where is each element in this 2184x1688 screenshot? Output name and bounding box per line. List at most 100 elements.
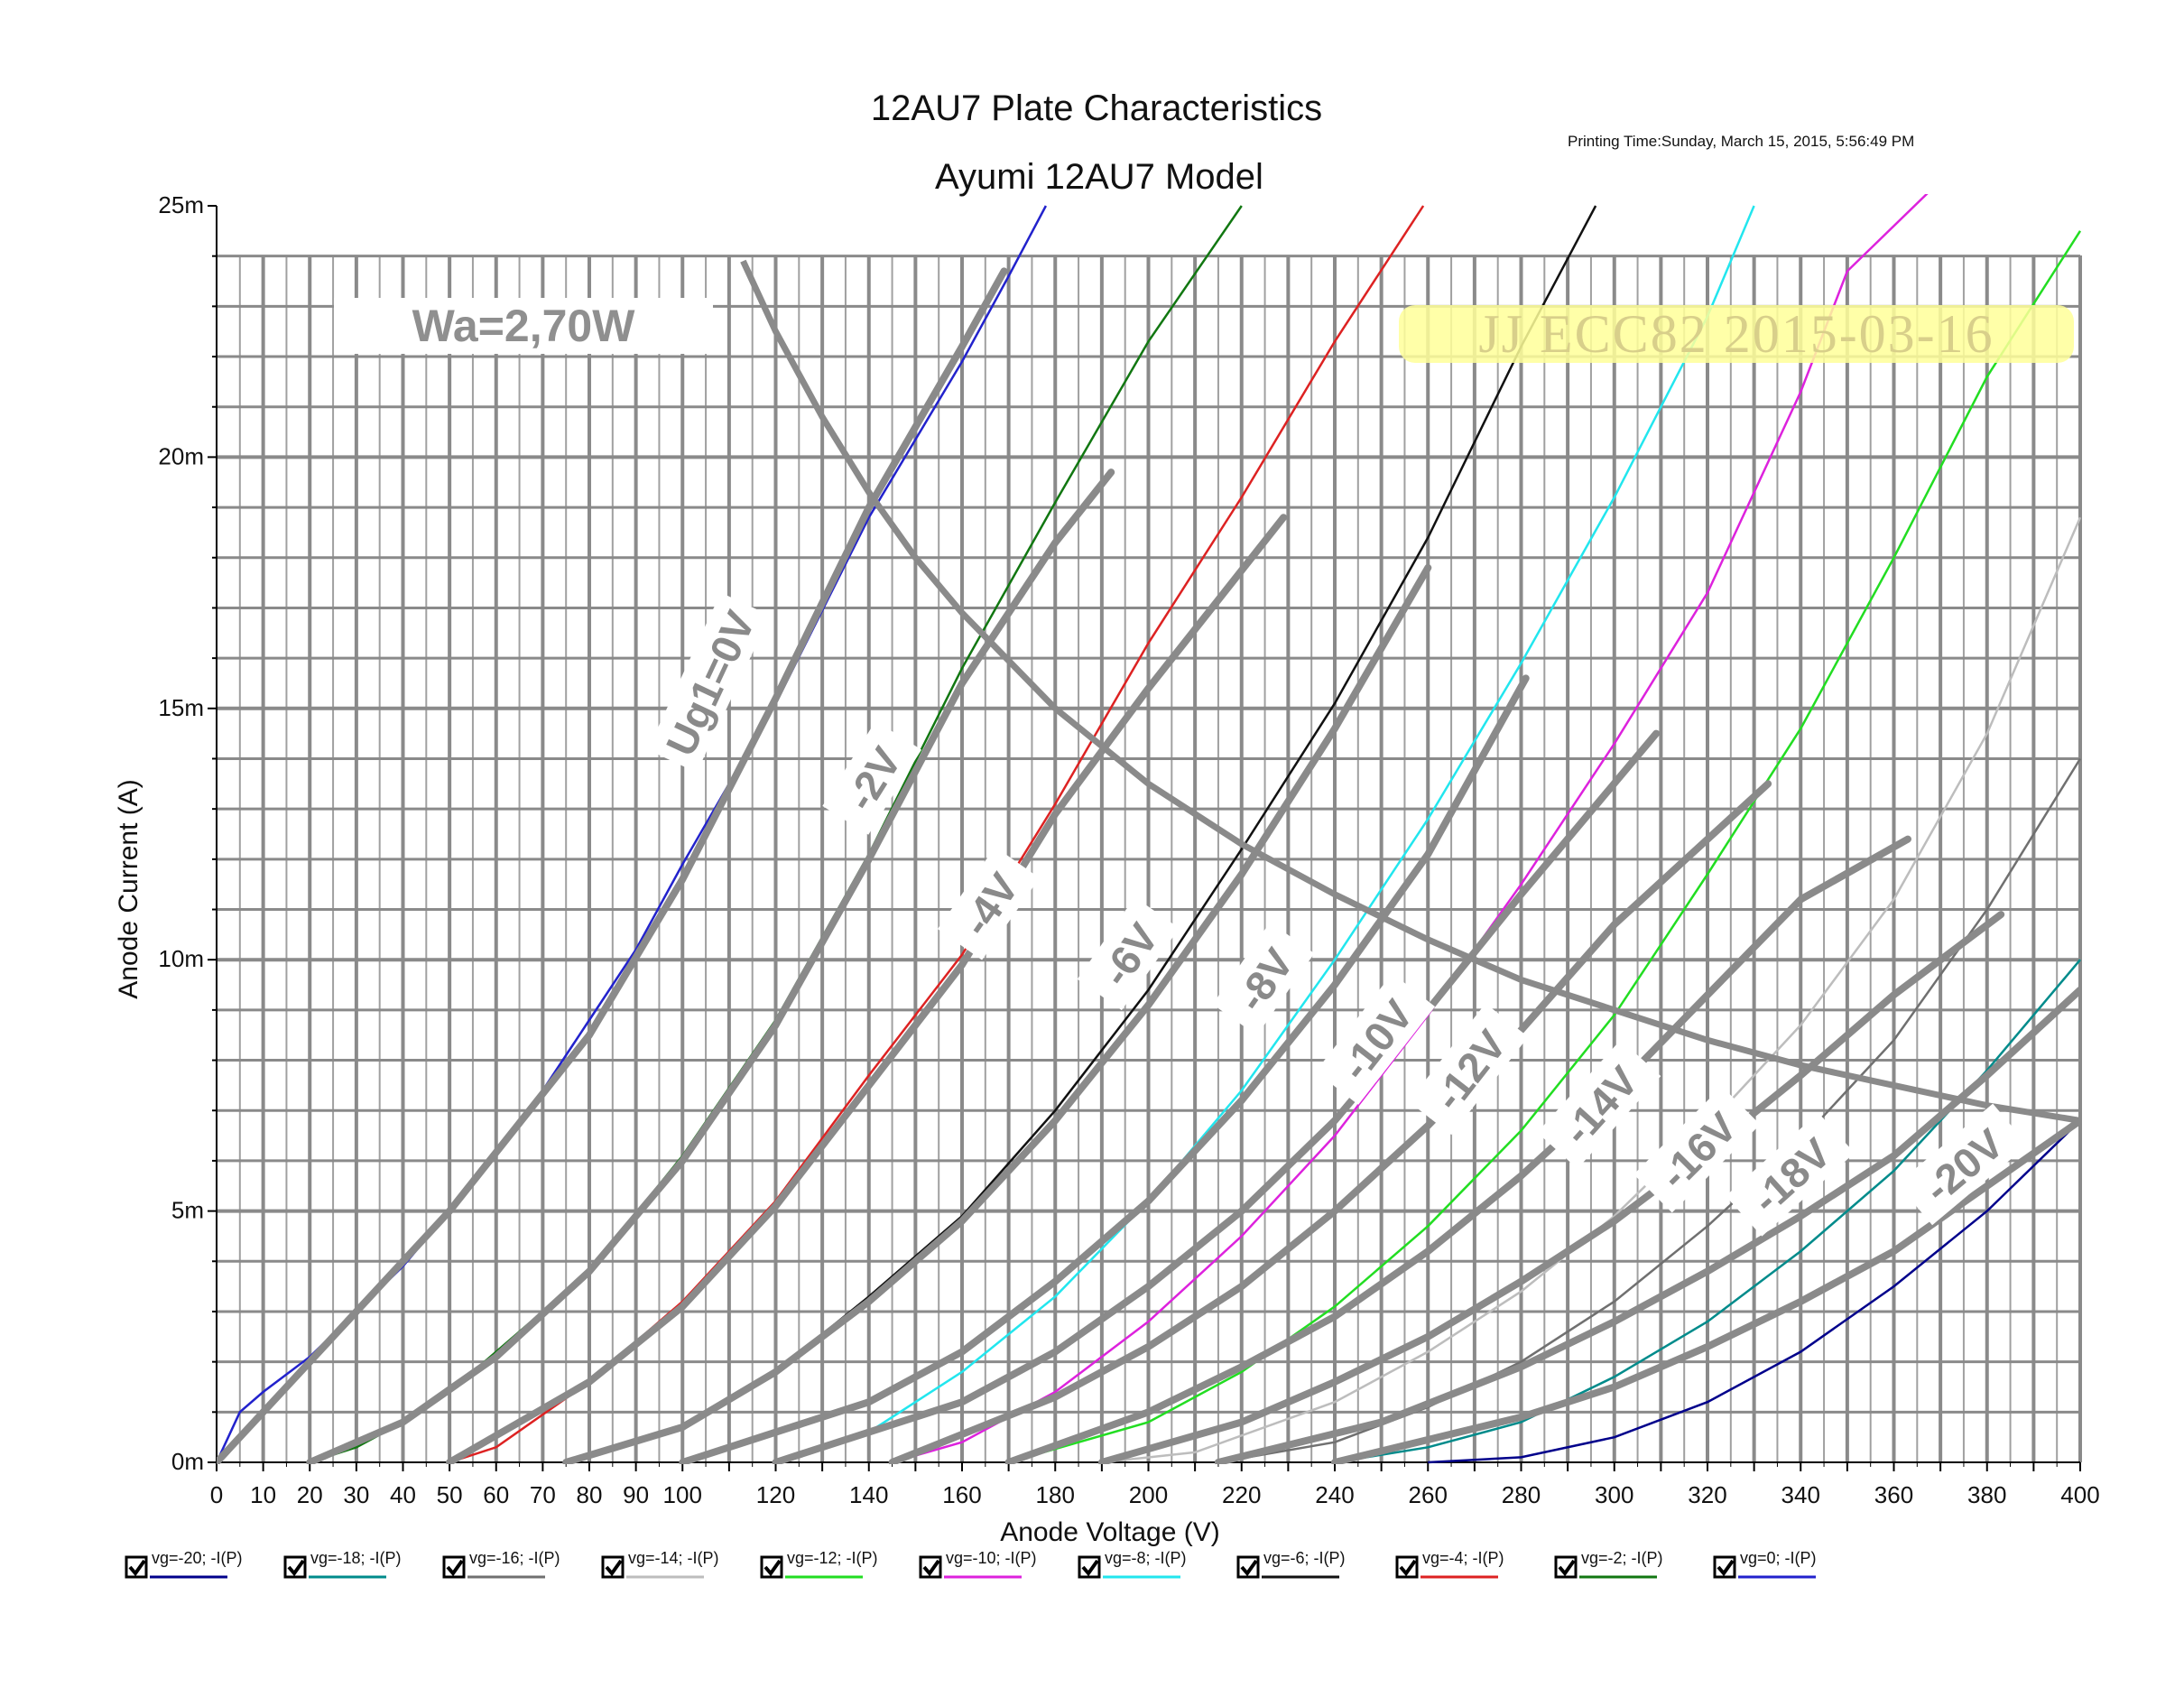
annotation-layer: Ug1=0V-2V-4V-6V -8V-10V -12V -14V -16V-18V -2… xyxy=(334,298,2074,1237)
y-axis-label: Anode Current (A) xyxy=(114,779,143,998)
legend-label: vg=-6; -I(P) xyxy=(1263,1549,1346,1567)
legend-item[interactable]: vg=-2; -I(P) xyxy=(1554,1549,1663,1579)
power-dissipation-curve xyxy=(740,259,2081,1124)
legend-label: vg=-2; -I(P) xyxy=(1581,1549,1663,1567)
legend-label: vg=-4; -I(P) xyxy=(1422,1549,1504,1567)
legend-label: vg=-8; -I(P) xyxy=(1105,1549,1187,1567)
legend-item[interactable]: vg=-4; -I(P) xyxy=(1395,1549,1504,1579)
checkmark-icon xyxy=(287,1559,305,1577)
checkmark-icon xyxy=(605,1559,623,1577)
x-tick-label: 180 xyxy=(1036,1481,1075,1508)
y-tick-label: 0m xyxy=(171,1448,204,1475)
y-tick-label: 5m xyxy=(171,1197,204,1224)
series-line xyxy=(775,205,1755,1464)
overlay-curve xyxy=(306,468,1115,1464)
curve-label-bg xyxy=(1212,922,1315,1036)
x-tick-label: 70 xyxy=(530,1481,556,1508)
checkmark-icon xyxy=(1717,1559,1735,1577)
overlay-curve xyxy=(1331,1117,2082,1464)
overlay-curve xyxy=(1004,835,1911,1464)
stamp-text: JJ ECC82 2015-03-16 xyxy=(1478,304,1994,364)
legend-item[interactable]: vg=-10; -I(P) xyxy=(919,1549,1037,1579)
x-tick-label: 260 xyxy=(1409,1481,1448,1508)
legend-label: vg=-10; -I(P) xyxy=(946,1549,1037,1567)
curve-label-bg xyxy=(1315,973,1436,1105)
printing-time: Printing Time:Sunday, March 15, 2015, 5:… xyxy=(1568,133,1914,150)
checkmark-icon xyxy=(1558,1559,1576,1577)
overlay-curve xyxy=(1214,986,2082,1464)
x-axis-label: Anode Voltage (V) xyxy=(1000,1517,1220,1547)
x-tick-label: 80 xyxy=(577,1481,603,1508)
curve-label-bg xyxy=(1537,1040,1661,1169)
curve-label-bg xyxy=(1897,1103,2028,1226)
curve-label-bg xyxy=(937,847,1040,960)
x-tick-label: 240 xyxy=(1315,1481,1354,1508)
legend: vg=-20; -I(P) vg=-18; -I(P) vg=-16; -I(P) v… xyxy=(125,1549,1817,1579)
overlay-curve xyxy=(772,729,1661,1464)
checkmark-icon xyxy=(763,1559,782,1577)
y-tick-label: 10m xyxy=(158,945,204,972)
legend-item[interactable]: vg=-16; -I(P) xyxy=(442,1549,560,1579)
overlay-layer xyxy=(217,259,2082,1464)
stamp-bg xyxy=(1399,305,2074,363)
legend-label: vg=-16; -I(P) xyxy=(469,1549,560,1567)
legend-item[interactable]: vg=-8; -I(P) xyxy=(1078,1549,1187,1579)
x-tick-label: 140 xyxy=(849,1481,888,1508)
x-tick-label: 300 xyxy=(1595,1481,1633,1508)
checkmark-icon xyxy=(922,1559,940,1577)
x-tick-label: 200 xyxy=(1129,1481,1168,1508)
curve-label-bg xyxy=(1077,896,1180,1011)
legend-item[interactable]: vg=-18; -I(P) xyxy=(283,1549,402,1579)
overlay-curve xyxy=(562,563,1432,1464)
x-tick-label: 30 xyxy=(343,1481,369,1508)
power-label-bg xyxy=(334,298,713,354)
curve-label-group: -6V xyxy=(1077,896,1180,1011)
checkmark-icon xyxy=(1240,1559,1258,1577)
curve-label-bg xyxy=(1633,1086,1761,1213)
legend-label: vg=0; -I(P) xyxy=(1740,1549,1817,1567)
curve-label-bg xyxy=(1726,1112,1855,1237)
series-line xyxy=(1008,230,2082,1464)
curve-label-bg xyxy=(647,592,771,773)
y-tick-label: 20m xyxy=(158,442,204,469)
chart-subtitle: Ayumi 12AU7 Model xyxy=(935,157,1263,197)
x-tick-label: 60 xyxy=(483,1481,509,1508)
series-line xyxy=(217,205,1048,1463)
overlay-curve xyxy=(1097,911,2005,1464)
x-tick-label: 340 xyxy=(1781,1481,1820,1508)
legend-label: vg=-18; -I(P) xyxy=(310,1549,402,1567)
overlay-curve xyxy=(888,780,1772,1464)
legend-item[interactable]: vg=-20; -I(P) xyxy=(125,1549,243,1579)
overlay-curve xyxy=(679,674,1530,1464)
x-tick-label: 380 xyxy=(1967,1481,2006,1508)
x-tick-label: 220 xyxy=(1222,1481,1261,1508)
axes-layer: 0 10 20 30 40 50 60 70 80 90 100 120 140 160 180 200 220… xyxy=(158,191,2099,1508)
power-label: Wa=2,70W xyxy=(412,301,636,351)
legend-item[interactable]: vg=-14; -I(P) xyxy=(601,1549,719,1579)
checkmark-icon xyxy=(1399,1559,1417,1577)
curve-label-bg xyxy=(1409,1003,1529,1136)
series-line xyxy=(1428,1119,2081,1464)
x-tick-label: 160 xyxy=(942,1481,981,1508)
y-tick-label: 25m xyxy=(158,191,204,218)
curve-label-bg xyxy=(822,720,922,835)
x-tick-label: 320 xyxy=(1688,1481,1726,1508)
series-line xyxy=(1101,516,2082,1464)
x-tick-label: 20 xyxy=(297,1481,323,1508)
legend-item[interactable]: vg=0; -I(P) xyxy=(1713,1549,1817,1579)
x-tick-label: 10 xyxy=(250,1481,276,1508)
legend-label: vg=-20; -I(P) xyxy=(152,1549,243,1567)
chart-title: 12AU7 Plate Characteristics xyxy=(871,88,1322,128)
legend-label: vg=-14; -I(P) xyxy=(628,1549,719,1567)
legend-item[interactable]: vg=-12; -I(P) xyxy=(760,1549,878,1579)
legend-label: vg=-12; -I(P) xyxy=(787,1549,878,1567)
y-tick-label: 15m xyxy=(158,694,204,721)
overlay-curve xyxy=(217,267,1008,1464)
grid-layer xyxy=(217,255,2082,1462)
overlay-curve xyxy=(446,514,1288,1464)
checkmark-icon xyxy=(446,1559,464,1577)
x-tick-label: 280 xyxy=(1502,1481,1541,1508)
x-tick-label: 40 xyxy=(390,1481,416,1508)
legend-item[interactable]: vg=-6; -I(P) xyxy=(1236,1549,1346,1579)
